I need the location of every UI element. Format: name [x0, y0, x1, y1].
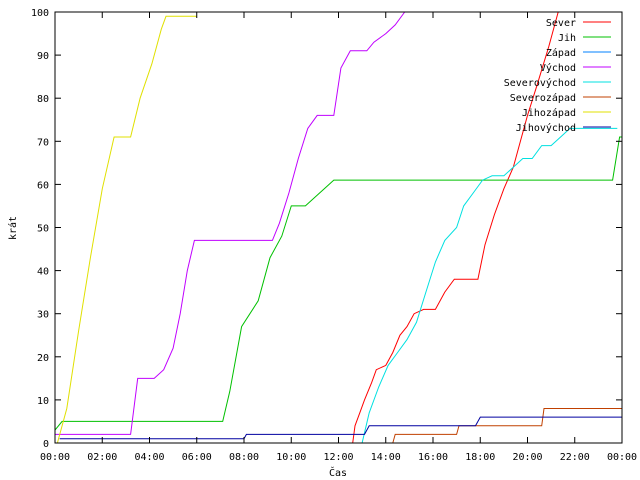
y-tick-label: 20	[37, 353, 49, 364]
legend-label-5: Severozápad	[510, 92, 576, 104]
y-tick-label: 60	[37, 180, 49, 191]
x-tick-label: 04:00	[134, 452, 164, 463]
x-tick-label: 18:00	[465, 452, 495, 463]
y-tick-label: 90	[37, 51, 49, 62]
x-tick-label: 00:00	[40, 452, 70, 463]
series-line-0	[352, 11, 559, 444]
x-tick-label: 20:00	[512, 452, 542, 463]
y-tick-label: 10	[37, 396, 49, 407]
x-tick-label: 08:00	[229, 452, 259, 463]
x-tick-label: 14:00	[371, 452, 401, 463]
legend-label-4: Severovýchod	[504, 77, 576, 89]
x-tick-label: 10:00	[276, 452, 306, 463]
x-tick-label: 16:00	[418, 452, 448, 463]
series-line-3	[55, 11, 406, 435]
series-line-4	[361, 127, 618, 444]
x-tick-label: 12:00	[323, 452, 353, 463]
legend-label-6: Jihozápad	[522, 107, 576, 119]
legend-label-3: Východ	[540, 62, 576, 74]
legend: Sever Jih Západ Východ Severovýchod Severozáp…	[504, 18, 611, 134]
x-axis-label: Čas	[329, 466, 347, 479]
y-tick-label: 80	[37, 94, 49, 105]
y-tick-label: 100	[31, 8, 49, 19]
y-tick-label: 70	[37, 137, 49, 148]
legend-label-1: Jih	[558, 33, 576, 44]
series-line-5	[319, 408, 622, 444]
y-tick-label: 50	[37, 224, 49, 235]
series-line-6	[56, 15, 197, 444]
series-line-1	[54, 136, 622, 431]
y-tick-label: 40	[37, 267, 49, 278]
legend-label-0: Sever	[546, 18, 576, 29]
legend-label-2: Západ	[546, 47, 576, 59]
legend-label-7: Jihovýchod	[516, 122, 576, 134]
x-tick-label: 22:00	[560, 452, 590, 463]
x-tick-label: 00:00	[607, 452, 637, 463]
y-tick-label: 0	[43, 439, 49, 450]
ticks-layer: 00:00 02:00 04:00 06:00 08:00 10:00 12:00 14:00…	[31, 8, 637, 463]
y-axis-label: krát	[7, 216, 19, 240]
x-tick-label: 06:00	[182, 452, 212, 463]
x-tick-label: 02:00	[87, 452, 117, 463]
y-tick-label: 30	[37, 310, 49, 321]
